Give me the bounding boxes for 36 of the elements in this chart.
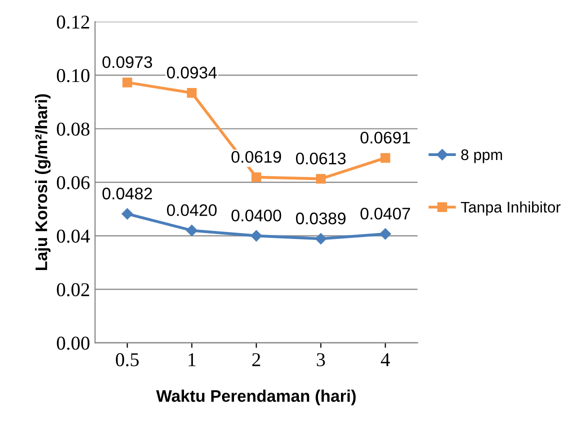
data-label: 0.0619	[231, 150, 282, 163]
y-tick-label: 0.06	[56, 176, 90, 190]
point	[250, 230, 262, 242]
x-tick-label: 4	[380, 353, 390, 366]
point	[186, 224, 198, 236]
legend-label: Tanpa Inhibitor	[460, 201, 561, 216]
x-tick-label: 3	[316, 353, 325, 366]
point	[316, 174, 326, 184]
point	[122, 78, 132, 88]
data-label: 0.0613	[296, 152, 346, 164]
y-axis-title: Laju Korosi (g/m²/hari)	[34, 94, 51, 270]
point	[186, 88, 197, 98]
data-label: 0.0691	[360, 132, 410, 144]
y-tick-label: 0.02	[56, 283, 90, 296]
y-tick-label: 0.12	[56, 16, 90, 29]
y-tick-label: 0.04	[56, 230, 90, 243]
y-tick-label: 0.08	[56, 122, 90, 136]
point	[380, 153, 390, 163]
data-label: 0.0389	[296, 212, 346, 224]
data-label: 0.0400	[231, 210, 282, 222]
legend-label: 8 ppm	[461, 149, 502, 164]
point	[315, 233, 326, 244]
point	[122, 208, 133, 220]
y-tick-label: 0.00	[56, 336, 90, 350]
x-axis-title: Waktu Perendaman (hari)	[156, 390, 356, 406]
point	[380, 228, 391, 240]
x-tick-label: 2	[252, 353, 260, 366]
y-tick-label: 0.10	[56, 69, 90, 82]
data-label: 0.0973	[102, 56, 152, 68]
point	[251, 172, 262, 182]
x-tick-label: 1	[188, 353, 196, 366]
x-tick-label: 0.5	[116, 353, 139, 366]
data-label: 0.0420	[166, 204, 217, 216]
data-label: 0.0934	[166, 66, 217, 78]
data-label: 0.0407	[360, 208, 410, 220]
data-label: 0.0482	[102, 188, 152, 200]
